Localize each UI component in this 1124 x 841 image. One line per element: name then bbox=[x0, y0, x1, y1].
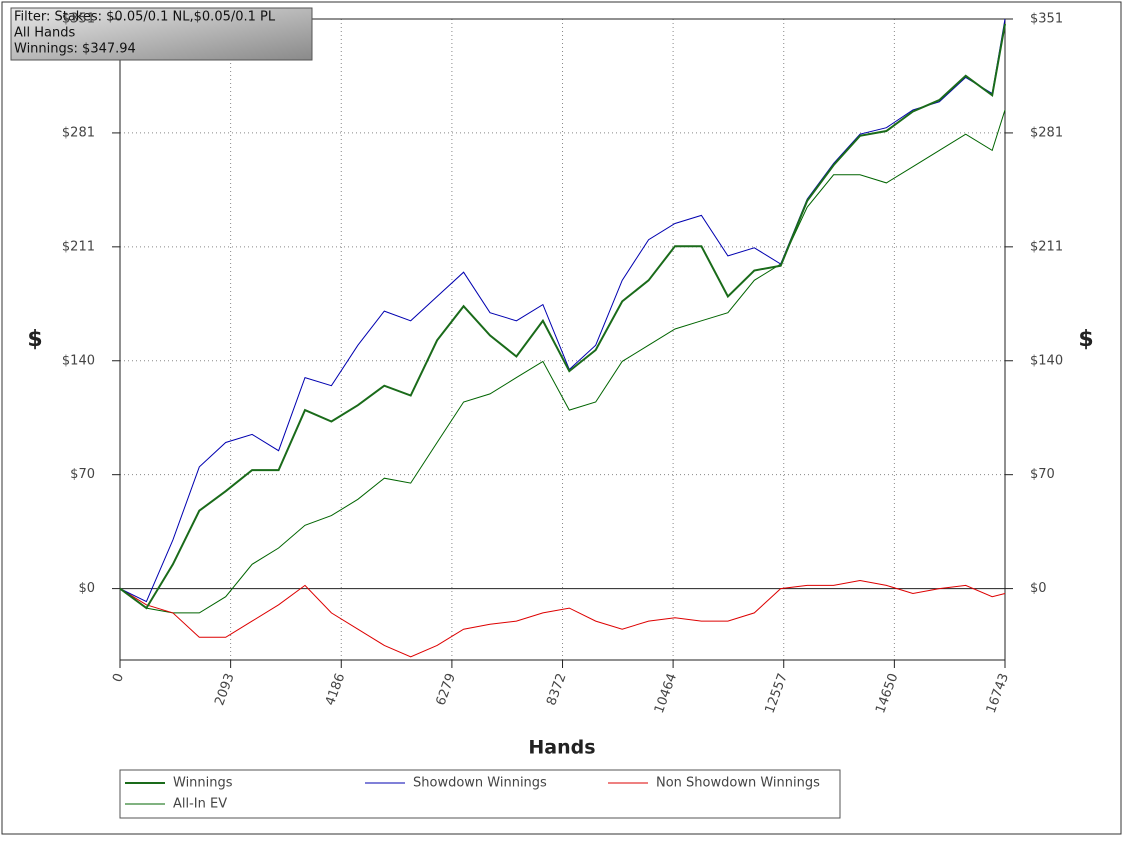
y-tick-label: $281 bbox=[62, 125, 95, 140]
y2-tick-label: $281 bbox=[1030, 125, 1063, 140]
y-axis-label: $ bbox=[27, 327, 42, 352]
y-tick-label: $351 bbox=[62, 12, 95, 27]
x-tick-label: 10464 bbox=[652, 671, 680, 715]
series-line bbox=[119, 579, 1006, 658]
x-tick-label: 4186 bbox=[323, 671, 348, 707]
y2-tick-label: $0 bbox=[1030, 581, 1047, 596]
filter-text: Winnings: $347.94 bbox=[14, 42, 136, 57]
y-tick-label: $140 bbox=[62, 353, 95, 368]
x-tick-label: 16743 bbox=[984, 671, 1012, 715]
y-tick-label: $70 bbox=[70, 467, 95, 482]
series-line bbox=[119, 18, 1006, 603]
y2-axis-label: $ bbox=[1078, 327, 1093, 352]
lines bbox=[119, 18, 1006, 658]
y2-tick-label: $351 bbox=[1030, 12, 1063, 27]
y2-tick-label: $140 bbox=[1030, 353, 1063, 368]
legend-entries: Winnings Showdown Winnings Non Showdown Wi… bbox=[125, 776, 820, 812]
legend-label: All-In EV bbox=[173, 797, 227, 812]
series-line bbox=[119, 109, 1006, 614]
legend bbox=[119, 769, 841, 819]
filter-text: Filter: Stakes: $0.05/0.1 NL,$0.05/0.1 P… bbox=[14, 10, 276, 25]
x-tick-label: 0 bbox=[110, 671, 127, 684]
filter-text: All Hands bbox=[14, 26, 75, 41]
x-tick-label: 8372 bbox=[544, 671, 569, 707]
x-tick-label: 6279 bbox=[434, 671, 459, 707]
legend-label: Non Showdown Winnings bbox=[656, 776, 820, 791]
legend-label: Showdown Winnings bbox=[413, 776, 547, 791]
y2-tick-label: $211 bbox=[1030, 239, 1063, 254]
filter-box bbox=[10, 7, 313, 61]
series-line bbox=[119, 23, 1006, 610]
y2-tick-label: $70 bbox=[1030, 467, 1055, 482]
y-tick-label: $0 bbox=[78, 581, 95, 596]
x-tick-label: 12557 bbox=[763, 671, 791, 715]
x-tick-label: 14650 bbox=[873, 671, 901, 715]
x-tick-label: 2093 bbox=[212, 671, 237, 707]
x-axis-label: Hands bbox=[528, 737, 595, 759]
y-tick-label: $211 bbox=[62, 239, 95, 254]
legend-label: Winnings bbox=[173, 776, 233, 791]
